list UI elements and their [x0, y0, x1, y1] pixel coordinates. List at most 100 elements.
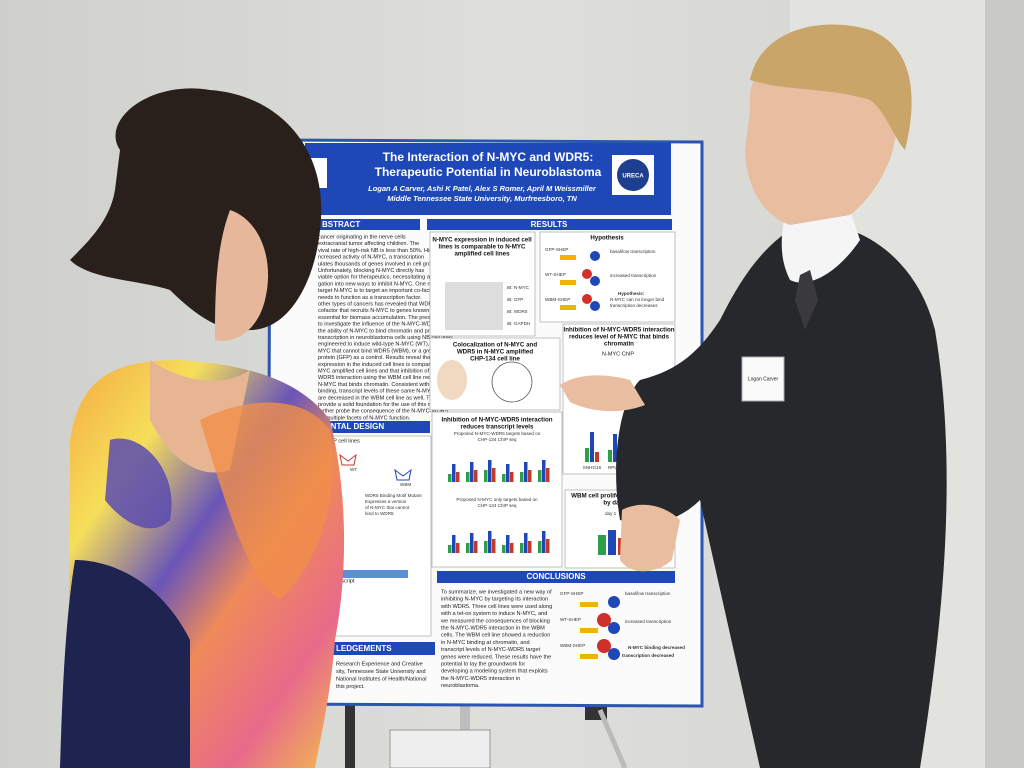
bar: [595, 452, 599, 462]
conclusion-diagram: GFP-SHEP WT-SHEP WBM-SHEP basal/low transcr…: [560, 591, 685, 660]
text-line: WDR5 in N-MYC amplified: [457, 349, 534, 356]
wdr5: [608, 596, 620, 608]
text-line: the ability of N-MYC to bind chromatin a…: [318, 328, 445, 334]
bar: [484, 541, 488, 553]
text-line: Proposed N-MYC-WDR5 targets based on: [454, 431, 541, 436]
section-bar: [300, 219, 420, 230]
poster-authors: Logan A Carver, Ashi K Patel, Alex S Rom…: [368, 184, 597, 193]
name-badge: [741, 356, 785, 402]
text-line: Inhibition of N-MYC-WDR5 interaction: [441, 417, 552, 424]
poster-affiliation: Middle Tennessee State University, Murfr…: [387, 194, 577, 203]
text-line: engineered to induce wild-type N-MYC (WT…: [318, 342, 467, 348]
text-line: the N-MYC-WDR5 interaction in: [441, 676, 520, 682]
section-bar: [437, 571, 675, 583]
bar: [528, 470, 532, 482]
bar: [456, 472, 460, 482]
text-line: inhibiting N-MYC by targeting its intera…: [441, 597, 548, 603]
cell-label: WBM-SHEP: [560, 643, 585, 648]
door-frame: [985, 0, 1024, 768]
cell-icon: [339, 453, 357, 466]
bar: [474, 470, 478, 482]
text-line: Research Experience and Creative: [336, 661, 423, 667]
bar: [470, 533, 474, 553]
section-bar: [427, 219, 672, 230]
x-label: SNHG15: [583, 465, 602, 470]
bar: [598, 535, 606, 555]
chart-title: N-MYC ChIP: [602, 351, 635, 357]
bar: [510, 543, 514, 553]
section-bar: [330, 642, 435, 655]
text-line: transcript levels of N-MYC-WDR5 target: [441, 647, 541, 653]
wdr5: [590, 301, 600, 311]
text-line: in N-MYC binding at chromatin, and: [441, 640, 530, 646]
text-line: N-MYC that binds chromatin. Consistent w…: [318, 382, 472, 388]
panel-title: Inhibition of N-MYC-WDR5 interactionredu…: [563, 327, 674, 348]
cell-label: WT-SHEP: [545, 272, 566, 277]
text-line: N-MYC expression in induced cell: [432, 237, 532, 244]
bar: [524, 462, 528, 482]
text-line: vival rate of high-risk NB is less than …: [318, 248, 461, 254]
text-line: on multiple facets of N-MYC function.: [318, 415, 411, 421]
wdr5: [590, 276, 600, 286]
poster-header: [305, 143, 671, 215]
text-line: reduces level of N-MYC that binds: [569, 334, 670, 341]
text-line: transcription in neuroblastoma cells usi…: [318, 335, 453, 341]
nmyc: [597, 639, 611, 653]
text-line: IB: N-MYC: [507, 285, 530, 290]
bar: [452, 535, 456, 553]
text-line: further probe the consequence of the N-M…: [318, 409, 448, 415]
note: increased transcription: [625, 619, 672, 624]
text-line: IB: WDR5: [507, 309, 528, 314]
cell-icon: [394, 468, 412, 481]
text-line: potential to lay the groundwork for: [441, 661, 525, 667]
cell-label: GFP-SHEP: [560, 591, 583, 596]
acknowledgements: Research Experience and Creative sity, Te…: [336, 661, 426, 690]
box: [389, 729, 491, 768]
gene-box: [560, 305, 576, 310]
section-heading: LEDGEMENTS: [336, 644, 392, 653]
bar: [466, 543, 470, 553]
bar: [510, 472, 514, 482]
bar: [492, 468, 496, 482]
gene-box: [560, 280, 576, 285]
abstract: cancer originating in the nerve cellsext…: [318, 234, 473, 421]
section-heading: RESULTS: [531, 220, 568, 229]
conclusions: To summarize, we investigated a new way …: [440, 589, 552, 689]
text-line: MYC that cannot bind WDR5 (WBM), or a gr…: [318, 348, 467, 354]
text-line: of N-MYC that cannot: [365, 505, 410, 510]
note: transcription decreased: [622, 653, 674, 658]
text-line: protein (GFP) as a control. Results reve…: [318, 355, 452, 361]
text-line: essential for biomass accumulation. The …: [318, 315, 472, 321]
bar: [448, 545, 452, 553]
text-line: gation into new ways to inhibit N-MYC. O…: [318, 281, 441, 287]
cell-label: WBM: [400, 482, 411, 487]
text-line: neuroblastoma.: [441, 683, 480, 689]
construct: [338, 570, 408, 578]
section-heading: BSTRACT: [322, 220, 360, 229]
bar: [590, 432, 594, 462]
x-label: RPL35: [608, 465, 622, 470]
text-line: reduces transcript levels: [461, 424, 534, 431]
bar: [528, 541, 532, 553]
text-line: with a tet-on system to induce N-MYC, an…: [440, 611, 547, 617]
transcript-charts: Proposed N-MYC-WDR5 targets based onCHP-…: [448, 431, 550, 553]
nmyc: [597, 613, 611, 627]
woman: [60, 88, 345, 768]
logo-text: URECA: [622, 174, 644, 180]
man: Logan Carver: [560, 24, 947, 768]
western-blot: [445, 282, 503, 330]
bar: [608, 450, 612, 462]
bar: [466, 472, 470, 482]
text-line: are decreased in the WBM cell line as we…: [318, 395, 442, 401]
logo: [617, 159, 649, 191]
note: N-MYC can no longer bind: [610, 297, 665, 302]
nmyc: [582, 294, 592, 304]
gene-box: [580, 654, 598, 659]
bar: [538, 541, 542, 553]
text-line: IB: GAPDH: [507, 321, 530, 326]
poster-title: Therapeutic Potential in Neuroblastoma: [375, 165, 602, 179]
text-line: binding, transcript levels of these same…: [318, 389, 453, 395]
bar: [502, 545, 506, 553]
